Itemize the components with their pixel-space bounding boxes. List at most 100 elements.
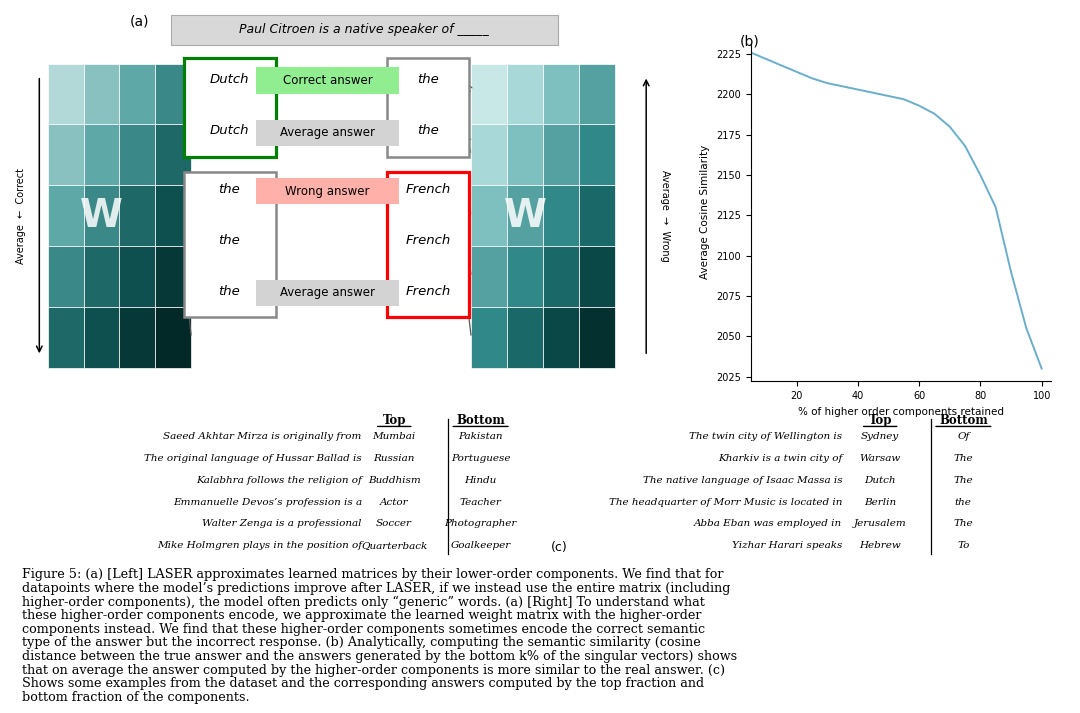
Text: Portuguese: Portuguese: [450, 454, 511, 463]
FancyBboxPatch shape: [256, 67, 400, 93]
FancyBboxPatch shape: [256, 120, 400, 145]
Bar: [120, 247, 156, 307]
Bar: [83, 125, 120, 185]
Text: Emmanuelle Devos’s profession is a: Emmanuelle Devos’s profession is a: [173, 498, 362, 506]
Bar: [156, 247, 191, 307]
Text: Actor: Actor: [380, 498, 408, 506]
Text: Jerusalem: Jerusalem: [854, 519, 906, 528]
Text: Hebrew: Hebrew: [860, 541, 901, 550]
Text: Dutch: Dutch: [210, 73, 249, 86]
X-axis label: % of higher order components retained: % of higher order components retained: [798, 406, 1003, 416]
Bar: [156, 307, 191, 369]
Text: The: The: [954, 476, 973, 485]
Bar: [471, 185, 508, 247]
Text: Warsaw: Warsaw: [860, 454, 901, 463]
Text: The native language of Isaac Massa is: The native language of Isaac Massa is: [643, 476, 842, 485]
Text: Goalkeeper: Goalkeeper: [450, 541, 511, 550]
Bar: [83, 307, 120, 369]
Bar: [579, 307, 616, 369]
FancyBboxPatch shape: [387, 58, 469, 157]
Text: Pakistan: Pakistan: [458, 432, 503, 441]
Bar: [48, 185, 83, 247]
Text: Buddhism: Buddhism: [368, 476, 420, 485]
Bar: [48, 307, 83, 369]
Text: distance between the true answer and the answers generated by the bottom k% of t: distance between the true answer and the…: [22, 650, 737, 663]
Text: The: The: [954, 454, 973, 463]
Text: Dutch: Dutch: [210, 124, 249, 137]
Text: The: The: [954, 519, 973, 528]
Text: (b): (b): [740, 34, 759, 48]
Text: W: W: [503, 197, 546, 235]
Text: Saeed Akhtar Mirza is originally from: Saeed Akhtar Mirza is originally from: [163, 432, 362, 441]
Bar: [508, 125, 543, 185]
FancyBboxPatch shape: [256, 178, 400, 204]
Text: Top: Top: [382, 414, 406, 428]
Bar: [471, 125, 508, 185]
Bar: [543, 63, 579, 125]
Text: Mike Holmgren plays in the position of: Mike Holmgren plays in the position of: [157, 541, 362, 550]
Text: Top: Top: [868, 414, 892, 428]
Text: Hindu: Hindu: [464, 476, 497, 485]
Text: The twin city of Wellington is: The twin city of Wellington is: [689, 432, 842, 441]
Text: bottom fraction of the components.: bottom fraction of the components.: [22, 691, 249, 704]
Text: Average  ←  Correct: Average ← Correct: [16, 168, 26, 264]
Bar: [83, 247, 120, 307]
FancyBboxPatch shape: [184, 172, 275, 317]
Bar: [508, 63, 543, 125]
FancyBboxPatch shape: [256, 279, 400, 306]
Text: these higher-order components encode, we approximate the learned weight matrix w: these higher-order components encode, we…: [22, 609, 701, 622]
Text: French: French: [405, 284, 450, 297]
Text: Abba Eban was employed in: Abba Eban was employed in: [694, 519, 842, 528]
FancyBboxPatch shape: [171, 15, 557, 45]
Bar: [471, 63, 508, 125]
Bar: [579, 185, 616, 247]
Text: French: French: [405, 183, 450, 196]
Bar: [508, 307, 543, 369]
Bar: [543, 185, 579, 247]
Bar: [120, 185, 156, 247]
FancyBboxPatch shape: [387, 172, 469, 317]
Text: the: the: [417, 124, 438, 137]
Bar: [48, 125, 83, 185]
Bar: [543, 125, 579, 185]
Bar: [543, 307, 579, 369]
Text: the: the: [417, 73, 438, 86]
Text: Teacher: Teacher: [460, 498, 501, 506]
Text: components instead. We find that these higher-order components sometimes encode : components instead. We find that these h…: [22, 622, 705, 636]
Text: Wrong answer: Wrong answer: [285, 185, 369, 198]
Text: Quarterback: Quarterback: [361, 541, 428, 550]
Bar: [48, 63, 83, 125]
Bar: [156, 185, 191, 247]
Bar: [471, 247, 508, 307]
Text: higher-order components), the model often predicts only “generic” words. (a) [Ri: higher-order components), the model ofte…: [22, 595, 704, 609]
Text: that on average the answer computed by the higher-order components is more simil: that on average the answer computed by t…: [22, 664, 725, 677]
Y-axis label: Average Cosine Similarity: Average Cosine Similarity: [700, 145, 711, 279]
Text: French: French: [405, 234, 450, 247]
Text: the: the: [218, 183, 240, 196]
Text: the: the: [955, 498, 972, 506]
Bar: [48, 247, 83, 307]
Bar: [471, 307, 508, 369]
Bar: [156, 63, 191, 125]
Text: Kharkiv is a twin city of: Kharkiv is a twin city of: [718, 454, 842, 463]
Text: (c): (c): [551, 541, 568, 554]
Bar: [543, 247, 579, 307]
Bar: [120, 307, 156, 369]
Bar: [120, 63, 156, 125]
Text: Bottom: Bottom: [939, 414, 988, 428]
Text: Average  →  Wrong: Average → Wrong: [660, 170, 670, 262]
Text: Correct answer: Correct answer: [283, 73, 373, 87]
Bar: [579, 63, 616, 125]
Text: Photographer: Photographer: [444, 519, 517, 528]
Text: Dutch: Dutch: [864, 476, 896, 485]
FancyBboxPatch shape: [184, 58, 275, 157]
Text: Russian: Russian: [374, 454, 415, 463]
Text: Walter Zenga is a professional: Walter Zenga is a professional: [202, 519, 362, 528]
Bar: [83, 63, 120, 125]
Bar: [579, 247, 616, 307]
Text: The original language of Hussar Ballad is: The original language of Hussar Ballad i…: [144, 454, 362, 463]
Text: the: the: [218, 284, 240, 297]
Text: The headquarter of Morr Music is located in: The headquarter of Morr Music is located…: [609, 498, 842, 506]
Text: type of the answer but the incorrect response. (b) Analytically, computing the s: type of the answer but the incorrect res…: [22, 637, 700, 650]
Text: Mumbai: Mumbai: [373, 432, 416, 441]
